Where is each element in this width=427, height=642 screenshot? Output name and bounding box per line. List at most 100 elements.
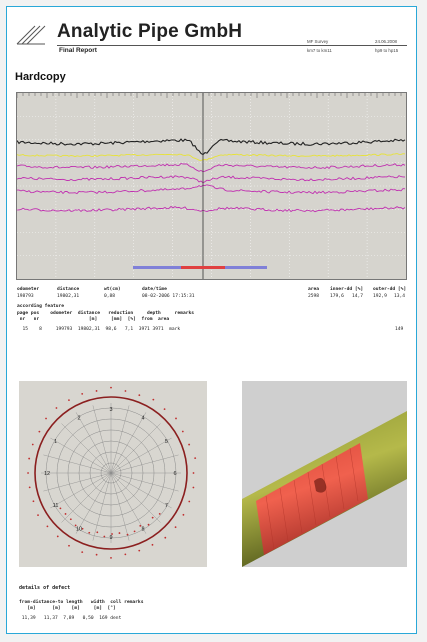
feature-title: according feature <box>17 304 65 309</box>
scan-point-outer <box>138 549 141 552</box>
clock-label: 12 <box>44 471 50 477</box>
clock-label: 2 <box>77 416 80 422</box>
scan-point-outer <box>55 407 58 409</box>
polar-spoke <box>110 405 130 474</box>
polar-spoke <box>92 405 112 474</box>
polar-spoke <box>43 454 112 474</box>
scan-point-outer <box>182 513 185 516</box>
polar-spoke <box>110 437 172 474</box>
scan-point-inner <box>69 518 72 521</box>
company-logo-icon <box>16 25 46 45</box>
scan-point-inner <box>118 532 121 534</box>
scan-point-outer <box>152 398 155 401</box>
polar-spoke <box>75 412 112 474</box>
defect-row: 11,39 11,37 7,89 0,50 169 dent <box>19 616 122 621</box>
scan-point-outer <box>81 551 84 553</box>
clock-label: 4 <box>141 416 144 422</box>
measure-inner-pct: 14,7 <box>352 294 364 299</box>
pipe-graphic <box>242 411 407 567</box>
scan-point-outer <box>163 408 166 411</box>
scan-point-inner <box>151 516 154 519</box>
trace-black <box>17 138 406 156</box>
report-subtitle: Final Report <box>59 47 97 54</box>
section-title: Hardcopy <box>15 71 66 83</box>
measure-header-distance: distance <box>57 287 80 292</box>
polar-spoke <box>110 423 161 474</box>
clock-label: 10 <box>76 526 82 532</box>
clock-label: 7 <box>165 503 168 509</box>
measure-header-wt: wt(cm) <box>104 287 121 292</box>
scan-point-outer <box>28 486 31 489</box>
scan-point-outer <box>188 443 191 446</box>
report-page: Analytic Pipe GmbH Final Report MF Surve… <box>6 6 417 634</box>
scan-point-outer <box>110 386 112 389</box>
polar-spoke <box>50 437 112 474</box>
extent-bar-red <box>181 266 225 269</box>
scan-point-outer <box>45 417 47 420</box>
scan-point-inner <box>81 527 84 530</box>
trace-magenta-3 <box>17 184 406 195</box>
scan-point-outer <box>194 457 197 460</box>
scan-point-outer <box>192 472 195 474</box>
clock-label: 1 <box>54 439 57 445</box>
measure-outer-max: 192,9 <box>373 294 387 299</box>
polar-spoke <box>61 423 112 474</box>
line-reference: km7 to km11 <box>307 48 332 53</box>
clock-label: 5 <box>165 439 168 445</box>
measure-header-datetime: date/time <box>142 287 167 292</box>
company-name: Analytic Pipe GmbH <box>57 21 243 42</box>
measure-header-area: area <box>308 287 320 292</box>
scan-point-outer <box>31 443 34 446</box>
scan-point-inner <box>88 531 91 534</box>
scan-point-outer <box>174 526 177 529</box>
scan-point-outer <box>81 392 84 395</box>
polar-spoke <box>110 412 147 474</box>
trace-yellow <box>17 153 406 161</box>
defect-headers-1: from-distance-to length width coll remar… <box>19 600 144 605</box>
scan-point-inner <box>139 524 142 527</box>
scan-point-inner <box>126 533 129 536</box>
feature-headers-2: nr nr [m] [mm] [%] from area <box>17 317 170 322</box>
header-rule <box>57 45 407 46</box>
defect-headers-2: [m] [m] [m] [m] [°] <box>19 606 116 611</box>
polar-spoke <box>110 472 172 509</box>
scan-point-outer <box>175 417 177 420</box>
polar-spoke <box>110 454 179 474</box>
scan-point-outer <box>37 514 39 517</box>
polar-spoke <box>110 472 147 534</box>
trace-magenta-2 <box>17 175 406 184</box>
signal-plot <box>16 92 407 280</box>
scan-point-outer <box>46 525 49 528</box>
scan-point-inner <box>103 535 106 538</box>
scan-point-outer <box>124 390 127 392</box>
scan-point-outer <box>181 430 184 433</box>
clock-label: 11 <box>53 503 59 509</box>
survey-label: MF Survey <box>307 39 329 44</box>
measure-odometer: 198793 <box>17 294 34 299</box>
scan-point-inner <box>59 507 62 510</box>
polar-spoke <box>43 472 112 492</box>
trace-magenta-4 <box>17 205 406 213</box>
polar-spoke <box>110 472 161 523</box>
polar-plot: 2 3 4 5 6 7 8 9 10 11 12 1 <box>19 381 207 567</box>
measure-inner-max: 179,6 <box>330 294 344 299</box>
pipe-outline <box>34 396 188 550</box>
trace-magenta-1 <box>17 163 406 173</box>
survey-date: 24.06.2008 <box>375 39 397 44</box>
scan-point-inner <box>147 523 150 526</box>
polar-spoke <box>110 472 179 492</box>
scan-point-inner <box>111 533 113 535</box>
clock-label: 6 <box>173 471 176 477</box>
polar-spoke <box>50 472 112 509</box>
feature-row: 15 8 199793 19802,31 98,6 7,1 3971 3971 … <box>17 327 181 332</box>
scan-point-outer <box>68 399 70 402</box>
scan-point-outer <box>188 500 191 503</box>
defect-title: details of defect <box>19 585 71 591</box>
scan-point-inner <box>64 513 67 515</box>
signal-traces <box>17 93 406 279</box>
clock-label: 3 <box>109 407 112 413</box>
scan-point-outer <box>95 390 98 392</box>
clock-label: 8 <box>141 526 144 532</box>
feature-headers-1: page pos odometer distance reduction dep… <box>17 311 195 316</box>
polar-spoke <box>61 472 112 523</box>
